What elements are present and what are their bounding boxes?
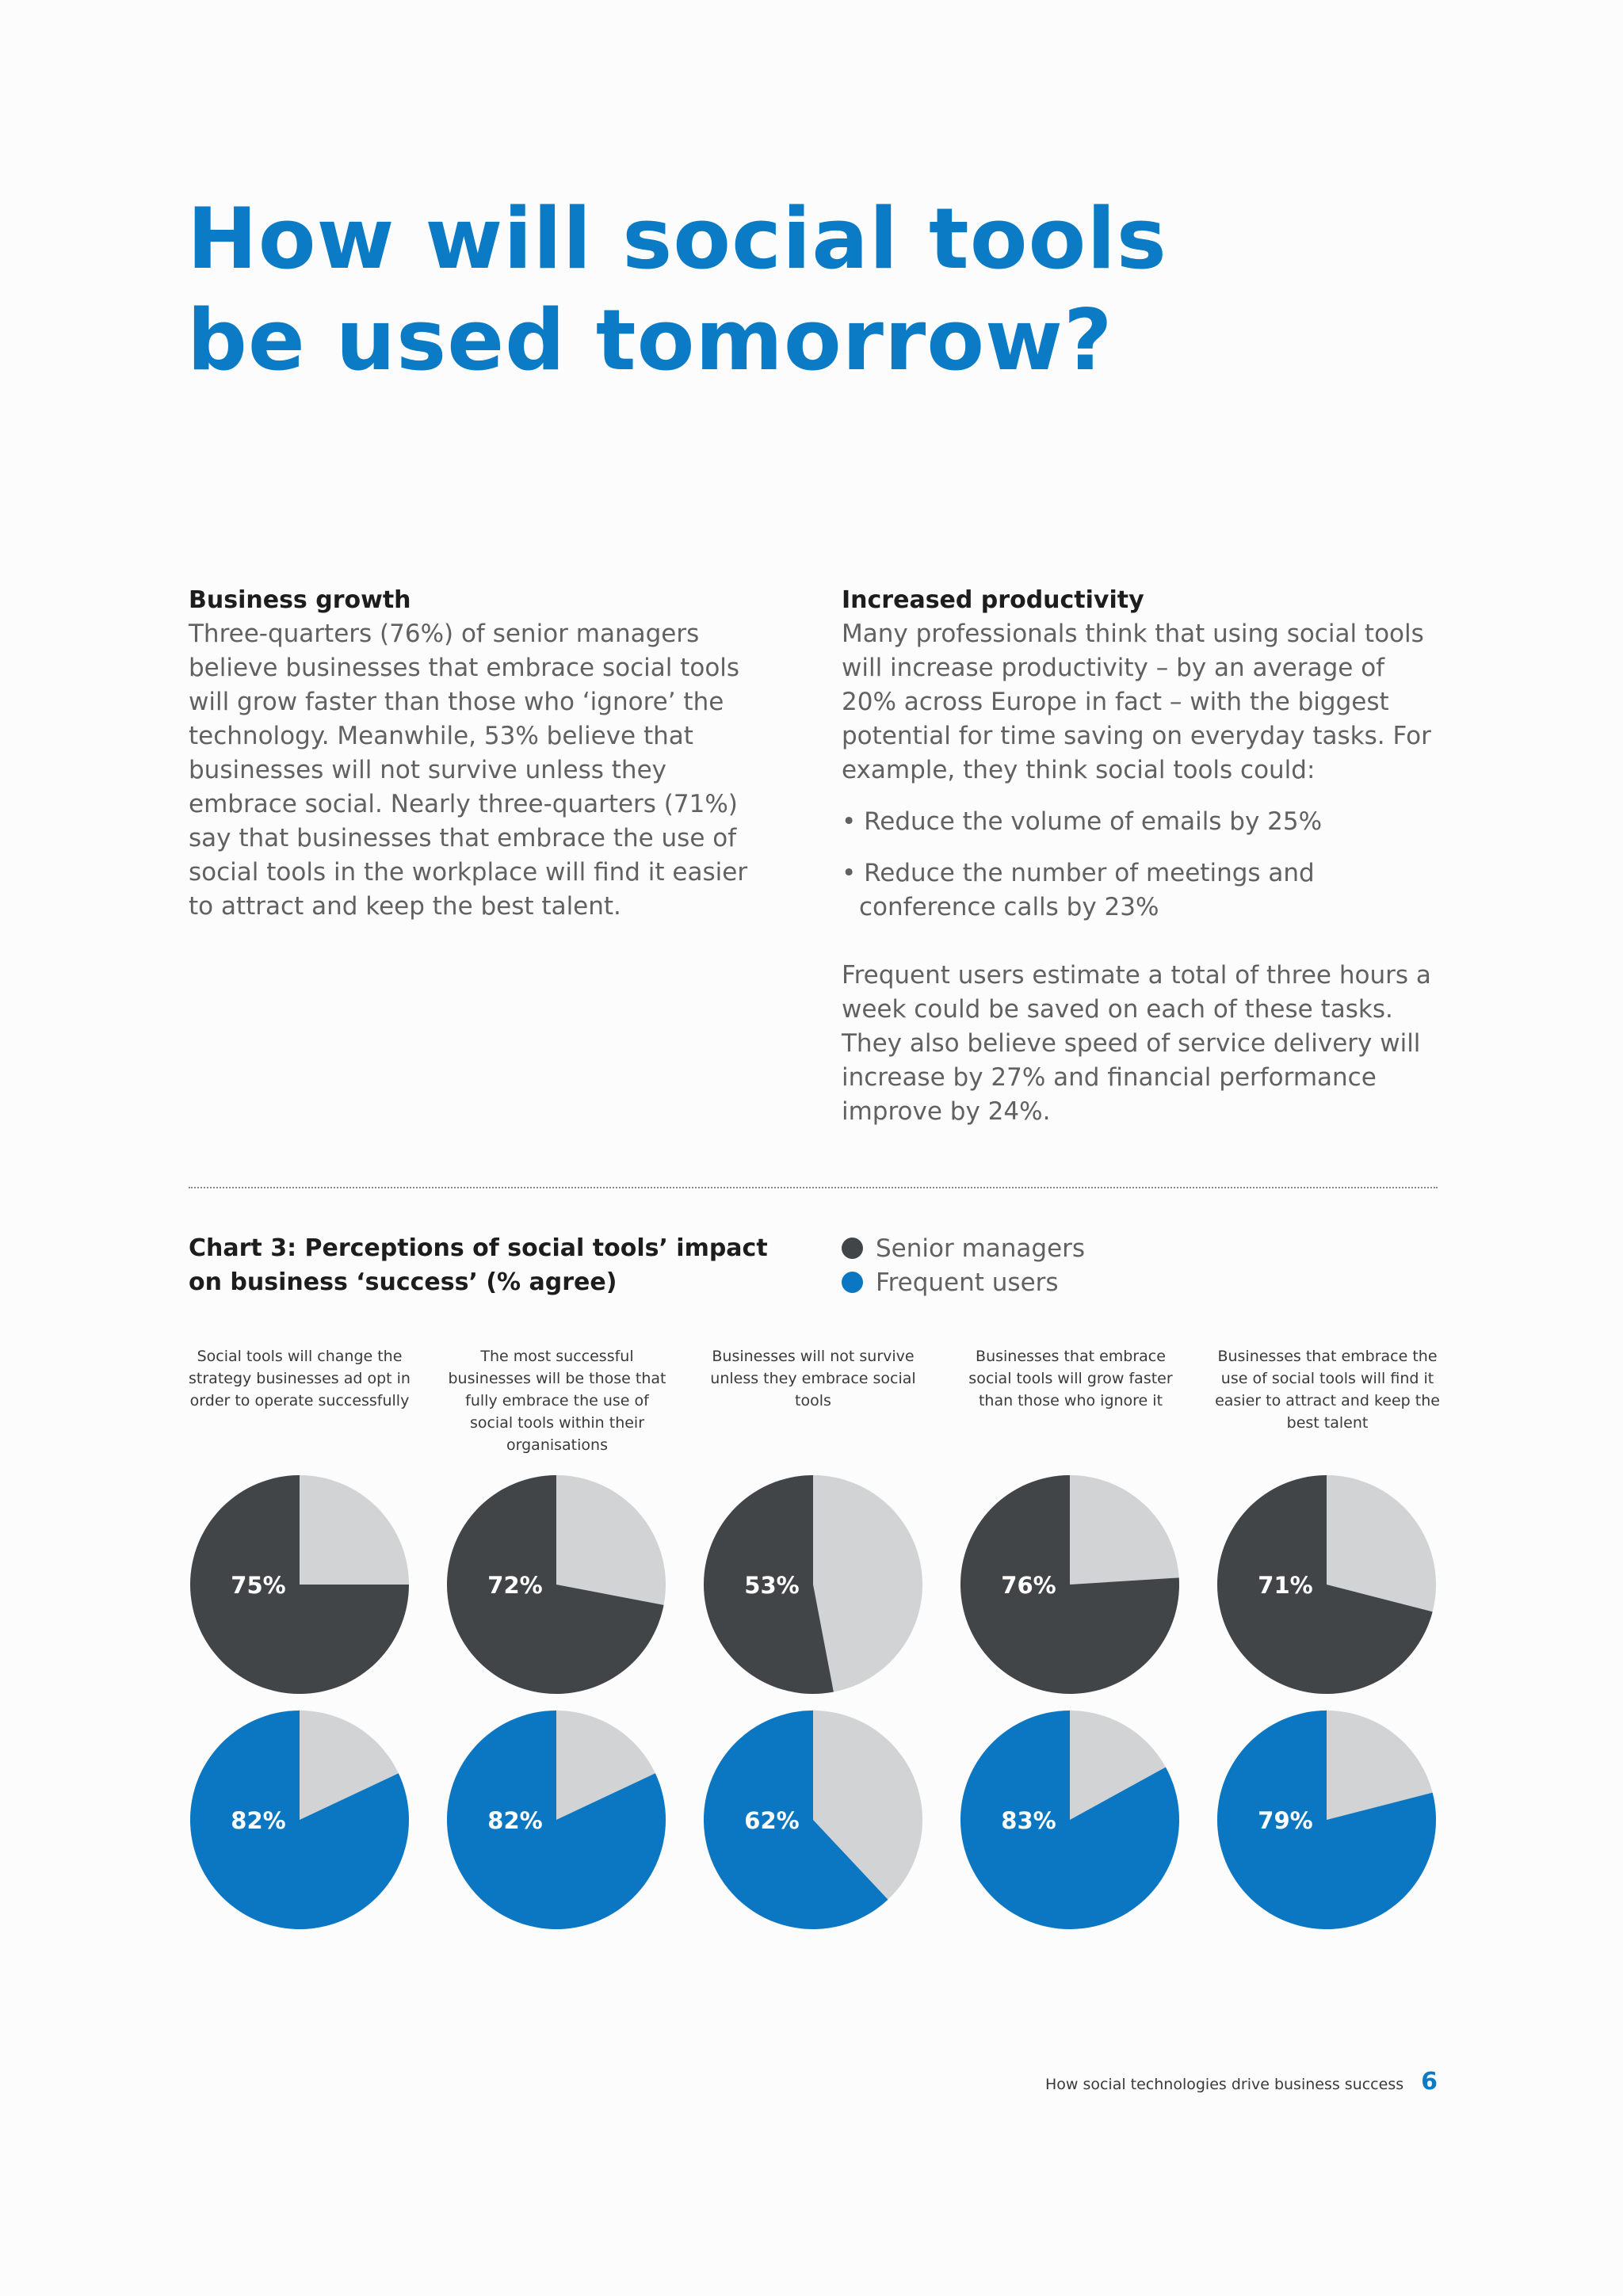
pie-senior-5: 71% (1216, 1475, 1436, 1695)
pie-frequent-1: 82% (190, 1711, 410, 1929)
legend-label-senior: Senior managers (876, 1234, 1086, 1263)
pie-value-label: 83% (1001, 1807, 1056, 1834)
pie-frequent-5: 79% (1216, 1711, 1436, 1929)
pie-value-label: 72% (487, 1572, 542, 1599)
pie-senior-3: 53% (704, 1475, 922, 1694)
footer-text: How social technologies drive business s… (1044, 2076, 1404, 2093)
title-line-2: be used tomorrow? (187, 292, 1113, 389)
pie-agree-slice (960, 1711, 1179, 1929)
pie-agree-slice (190, 1711, 410, 1929)
pie-agree-slice (1216, 1475, 1433, 1695)
section-divider (189, 1187, 1438, 1188)
pie-senior-4: 76% (960, 1475, 1179, 1694)
pie-value-label: 82% (231, 1807, 285, 1834)
chart-title: Chart 3: Perceptions of social tools’ im… (189, 1234, 768, 1296)
pie-frequent-2: 82% (447, 1711, 666, 1929)
legend-label-frequent: Frequent users (876, 1268, 1059, 1297)
legend-senior-managers: Senior managers (842, 1231, 1085, 1265)
pie-value-label: 82% (487, 1807, 542, 1834)
pie-value-label: 75% (231, 1572, 285, 1599)
business-growth-heading: Business growth (189, 586, 411, 614)
category-label-grow-faster: Businesses that embrace social tools wil… (968, 1348, 1173, 1409)
pie-agree-slice (960, 1475, 1179, 1694)
chart-legend: Senior managers Frequent users (842, 1231, 1085, 1299)
bullet-meetings: • Reduce the number of meetings and conf… (842, 859, 1315, 921)
bullet-emails: • Reduce the volume of emails by 25% (842, 807, 1323, 836)
category-label-strategy: Social tools will change the strategy bu… (189, 1348, 411, 1409)
pie-value-label: 71% (1258, 1572, 1312, 1599)
pie-value-label: 62% (744, 1807, 799, 1834)
pie-agree-slice (1216, 1711, 1436, 1929)
productivity-section: Increased productivity Many professional… (842, 583, 1444, 1129)
pie-senior-1: 75% (190, 1475, 409, 1694)
page-number: 6 (1421, 2068, 1438, 2096)
pie-agree-slice (447, 1711, 666, 1929)
title-line-1: How will social tools (187, 190, 1167, 288)
page-footer: How social technologies drive business s… (1045, 2068, 1438, 2096)
legend-frequent-users: Frequent users (842, 1265, 1085, 1299)
category-label-survive: Businesses will not survive unless they … (710, 1348, 916, 1409)
productivity-heading: Increased productivity (842, 586, 1144, 614)
legend-swatch-senior (842, 1238, 863, 1259)
pie-agree-slice (447, 1475, 664, 1694)
legend-swatch-frequent (842, 1272, 863, 1293)
pie-frequent-3: 62% (703, 1711, 922, 1929)
pie-senior-2: 72% (447, 1475, 666, 1694)
category-label-most-successful: The most successful businesses will be t… (448, 1348, 666, 1454)
business-growth-section: Business growth Three-quarters (76%) of … (189, 583, 779, 924)
pie-value-label: 76% (1001, 1572, 1056, 1599)
pie-value-label: 53% (744, 1572, 799, 1599)
pie-agree-slice (190, 1475, 409, 1694)
productivity-closing: Frequent users estimate a total of three… (842, 961, 1431, 1126)
category-label-talent: Businesses that embrace the use of socia… (1215, 1348, 1440, 1432)
pie-agree-slice (703, 1711, 888, 1929)
pie-value-label: 79% (1258, 1807, 1312, 1834)
business-growth-body: Three-quarters (76%) of senior managers … (189, 620, 748, 921)
productivity-intro: Many professionals think that using soci… (842, 620, 1431, 784)
page-title: How will social tools be used tomorrow? (187, 189, 1167, 391)
pie-agree-slice (704, 1475, 834, 1694)
pie-frequent-4: 83% (960, 1711, 1179, 1929)
